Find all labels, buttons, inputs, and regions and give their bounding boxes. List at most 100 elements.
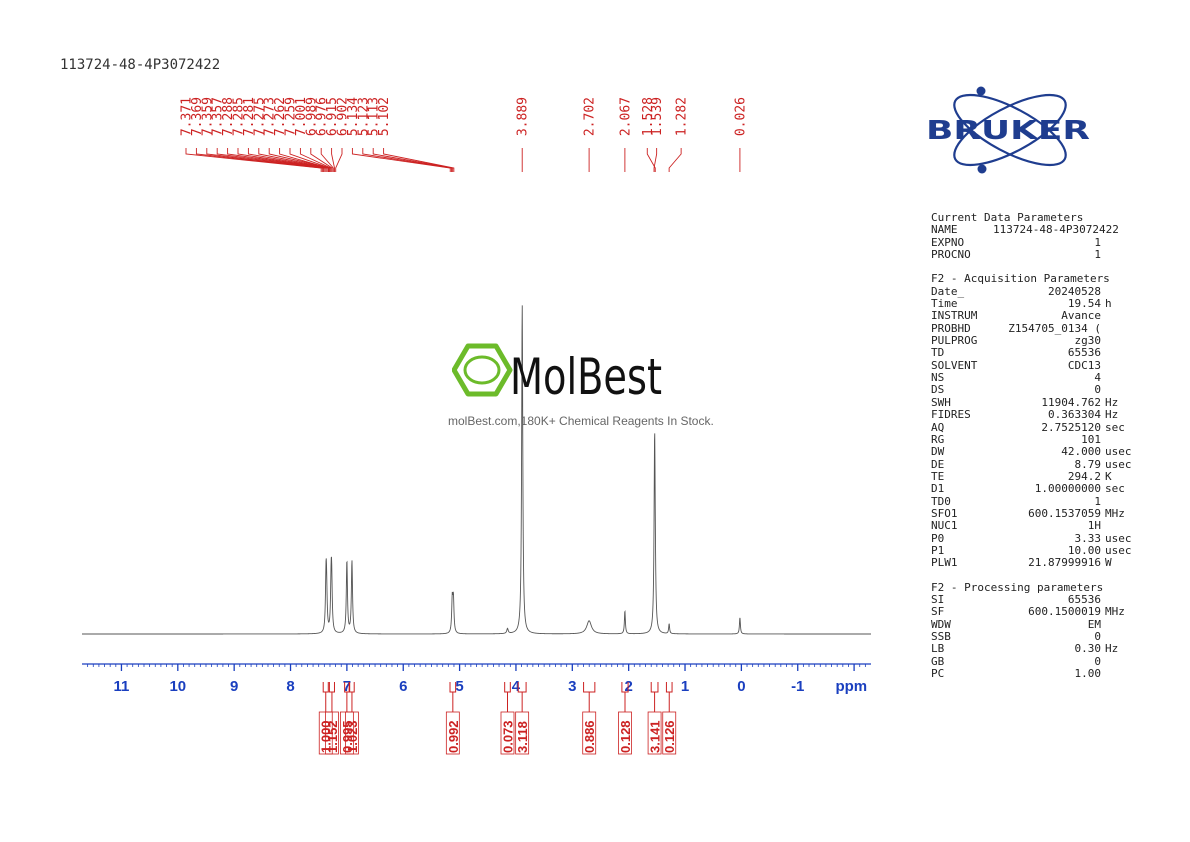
parameter-unit: W [1105, 556, 1112, 570]
peak-label-leader [185, 148, 322, 172]
peak-label-leader [331, 148, 335, 172]
tick-label: 7 [343, 678, 351, 695]
peak-label: 7.285 [232, 97, 247, 136]
parameter-row: Date_ 20240528 [931, 285, 1111, 298]
parameter-unit [1101, 237, 1145, 249]
tick-label: 3 [568, 678, 576, 695]
peak-label: 7.369 [190, 97, 205, 136]
peak-label: 6.902 [336, 97, 351, 136]
parameter-value: 113724-48-4P3072422 [993, 223, 1119, 237]
parameter-value: 0.30 [1074, 642, 1102, 656]
peak-label: 7.357 [211, 97, 226, 136]
parameter-value: 1.00000000 [1034, 482, 1101, 496]
parameter-key: RG [931, 432, 945, 446]
parameter-value: 8.79 [1074, 457, 1102, 471]
parameter-row: PULPROG zg30 [931, 334, 1111, 347]
integral-value: 0.886 [582, 720, 597, 753]
parameter-unit: MHz [1105, 506, 1125, 520]
benzene-ring-icon [451, 343, 513, 397]
peak-label: 5.113 [367, 97, 382, 136]
parameter-key: P1 [931, 543, 945, 557]
molbest-wordmark: MolBest [510, 348, 662, 400]
parameter-value: 4 [1094, 371, 1101, 385]
parameter-unit [1101, 360, 1145, 372]
parameter-key: INSTRUM [931, 309, 978, 323]
integral-value: 0.995 [340, 720, 355, 753]
parameter-value: 0 [1094, 654, 1101, 668]
integral-bracket [328, 682, 335, 693]
parameter-value: 1 [1094, 494, 1101, 508]
parameter-value: 21.87999916 [1028, 556, 1101, 570]
peak-label: 7.359 [200, 97, 215, 136]
parameter-key: PC [931, 667, 945, 681]
tick-label: 6 [399, 678, 407, 695]
parameter-row: WDW EM [931, 617, 1111, 631]
peak-label-leader [668, 148, 682, 172]
parameter-row: SSB 0 [931, 630, 1111, 643]
parameter-key: DS [931, 383, 945, 397]
peak-label: 7.273 [263, 97, 278, 136]
parameter-row: NUC1 1H [931, 519, 1111, 532]
parameter-key: AQ [931, 420, 945, 434]
peak-label: 7.371 [180, 97, 195, 136]
parameter-value: 11904.762 [1041, 395, 1101, 409]
peak-label-leader [237, 148, 328, 172]
parameter-key: FIDRES [931, 408, 971, 422]
current-parameters-block: Current Data Parameters NAME 113724-48-4P… [931, 211, 1119, 262]
parameter-value: 1 [1094, 248, 1101, 262]
parameter-key: D1 [931, 482, 945, 496]
peak-label-leader [372, 148, 454, 172]
parameter-row: EXPNO 1 [931, 235, 1111, 249]
parameter-value: EM [1087, 617, 1101, 631]
parameter-row: LB 0.30 Hz [931, 642, 1118, 656]
peak-label: 1.528 [641, 97, 656, 136]
parameters-heading: Current Data Parameters [931, 211, 1084, 224]
acquisition-parameters-block: F2 - Acquisition Parameters Date_ 2024052… [931, 273, 1132, 570]
parameter-row: RG 101 [931, 432, 1111, 446]
parameter-key: EXPNO [931, 235, 965, 249]
peak-label-leader [335, 148, 343, 172]
peak-label: 7.259 [284, 97, 299, 136]
parameter-value: 0 [1094, 630, 1101, 643]
peak-label-leader [653, 148, 658, 172]
tick-label: 9 [230, 678, 238, 695]
parameter-unit: Hz [1105, 408, 1119, 422]
parameter-unit: Hz [1105, 642, 1119, 656]
peak-label-layer: 7.3717.3697.3597.3577.2887.2857.2817.275… [180, 97, 748, 172]
parameter-value: 1 [1094, 235, 1101, 249]
peak-label: 0.026 [733, 97, 748, 136]
peak-label: 1.539 [650, 97, 665, 136]
parameter-key: GB [931, 654, 945, 668]
parameter-value: 101 [1081, 432, 1101, 446]
peak-label-leader [227, 148, 327, 172]
parameter-unit [1101, 656, 1145, 668]
spectrum-trace [82, 305, 871, 635]
integral-value: 0.128 [618, 720, 633, 753]
parameter-value: 65536 [1067, 346, 1101, 360]
parameter-unit: usec [1105, 543, 1132, 557]
parameter-unit: usec [1105, 457, 1132, 471]
parameter-row: SWH 11904.762 Hz [931, 395, 1118, 409]
peak-label: 7.275 [252, 97, 267, 136]
peak-label: 1.282 [675, 97, 690, 136]
peak-label-leader [383, 148, 455, 172]
integral-value-box [662, 711, 677, 755]
atom-orbit-icon [953, 86, 1067, 174]
peak-label-leader [206, 148, 325, 172]
parameter-row: SFO1 600.1537059 MHz [931, 507, 1125, 520]
parameter-key: PLW1 [931, 556, 958, 570]
integral-value-box [515, 711, 530, 755]
parameter-key: TE [931, 469, 945, 483]
molbest-tagline: molBest.com,180K+ Chemical Reagents In S… [448, 414, 714, 428]
parameter-key: TD [931, 346, 945, 360]
parameter-unit [1101, 323, 1145, 335]
integral-value: 0.126 [662, 720, 677, 753]
peak-label-leader [289, 148, 331, 172]
integral-value: 1.000 [319, 720, 334, 753]
tick-label: 0 [737, 678, 745, 695]
parameter-row: SOLVENT CDC13 [931, 359, 1111, 372]
peak-label: 5.123 [356, 97, 371, 136]
parameter-value: 0 [1094, 383, 1101, 397]
tick-label: 10 [169, 678, 186, 695]
